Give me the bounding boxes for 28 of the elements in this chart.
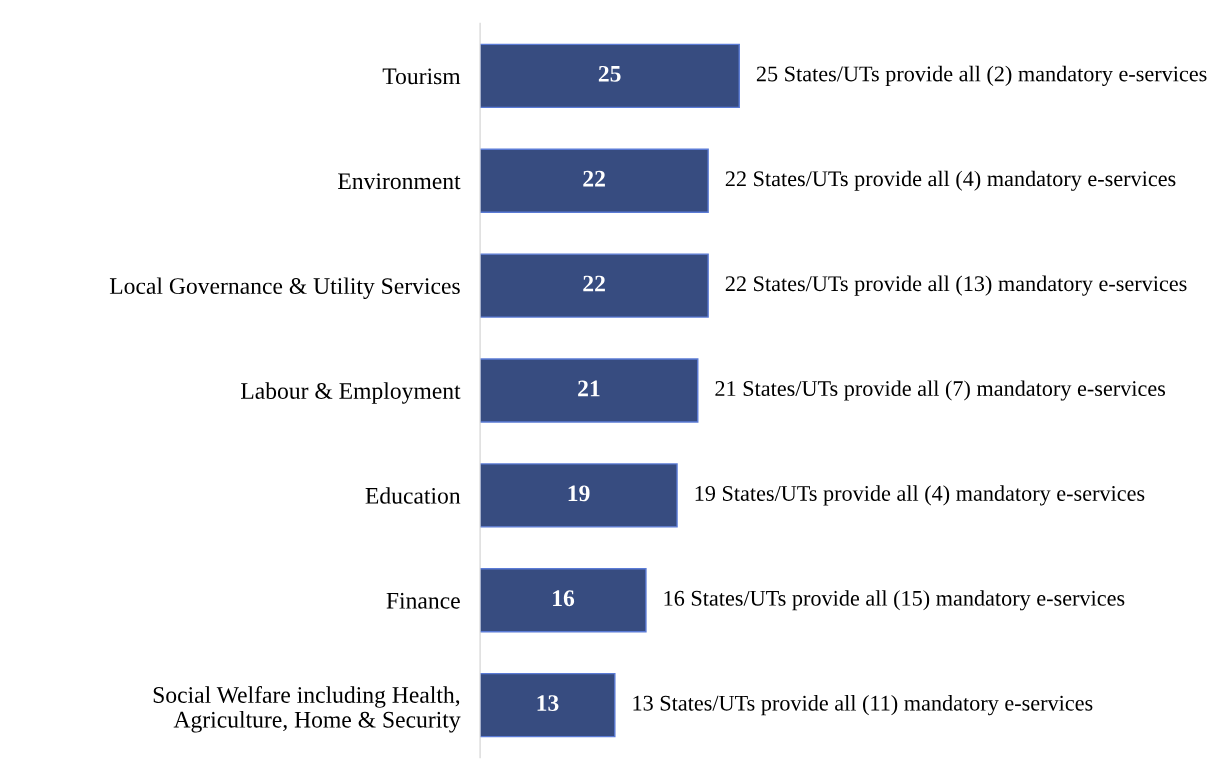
data-label: 25 bbox=[598, 65, 621, 82]
y-tick-label: Environment bbox=[338, 173, 461, 190]
data-label: 13 bbox=[537, 695, 559, 712]
y-tick-label: Social Welfare including Health, Agriculture, Home & Security bbox=[153, 686, 461, 733]
data-label: 16 bbox=[553, 590, 575, 607]
y-tick-label: Local Governance & Utility Services bbox=[109, 277, 460, 299]
data-label: 21 bbox=[578, 380, 600, 397]
y-tick-label: Labour & Employment bbox=[241, 382, 461, 404]
annotation: 22 States/UTs provide all (4) mandatory e-services bbox=[725, 170, 1176, 191]
annotation: 25 States/UTs provide all (2) mandatory e-services bbox=[756, 65, 1207, 86]
data-label: 22 bbox=[583, 275, 605, 292]
bar bbox=[480, 672, 616, 738]
data-label: 22 bbox=[583, 170, 605, 187]
data-label: 19 bbox=[568, 485, 590, 502]
bar bbox=[480, 253, 709, 318]
y-tick-label: Education bbox=[365, 487, 461, 504]
bar bbox=[480, 568, 647, 633]
bar bbox=[480, 463, 678, 528]
bar bbox=[480, 358, 699, 423]
annotation: 21 States/UTs provide all (7) mandatory e-services bbox=[715, 380, 1166, 401]
annotation: 22 States/UTs provide all (13) mandatory e-services bbox=[725, 275, 1187, 296]
annotation: 13 States/UTs provide all (11) mandatory e-services bbox=[633, 695, 1093, 716]
y-tick-label: Finance bbox=[386, 592, 460, 609]
annotation: 19 States/UTs provide all (4) mandatory e-services bbox=[695, 485, 1145, 506]
bar bbox=[480, 43, 740, 109]
bar bbox=[480, 148, 709, 213]
y-tick-label: Tourism bbox=[382, 68, 461, 85]
annotation: 16 States/UTs provide all (15) mandatory e-services bbox=[664, 590, 1125, 611]
